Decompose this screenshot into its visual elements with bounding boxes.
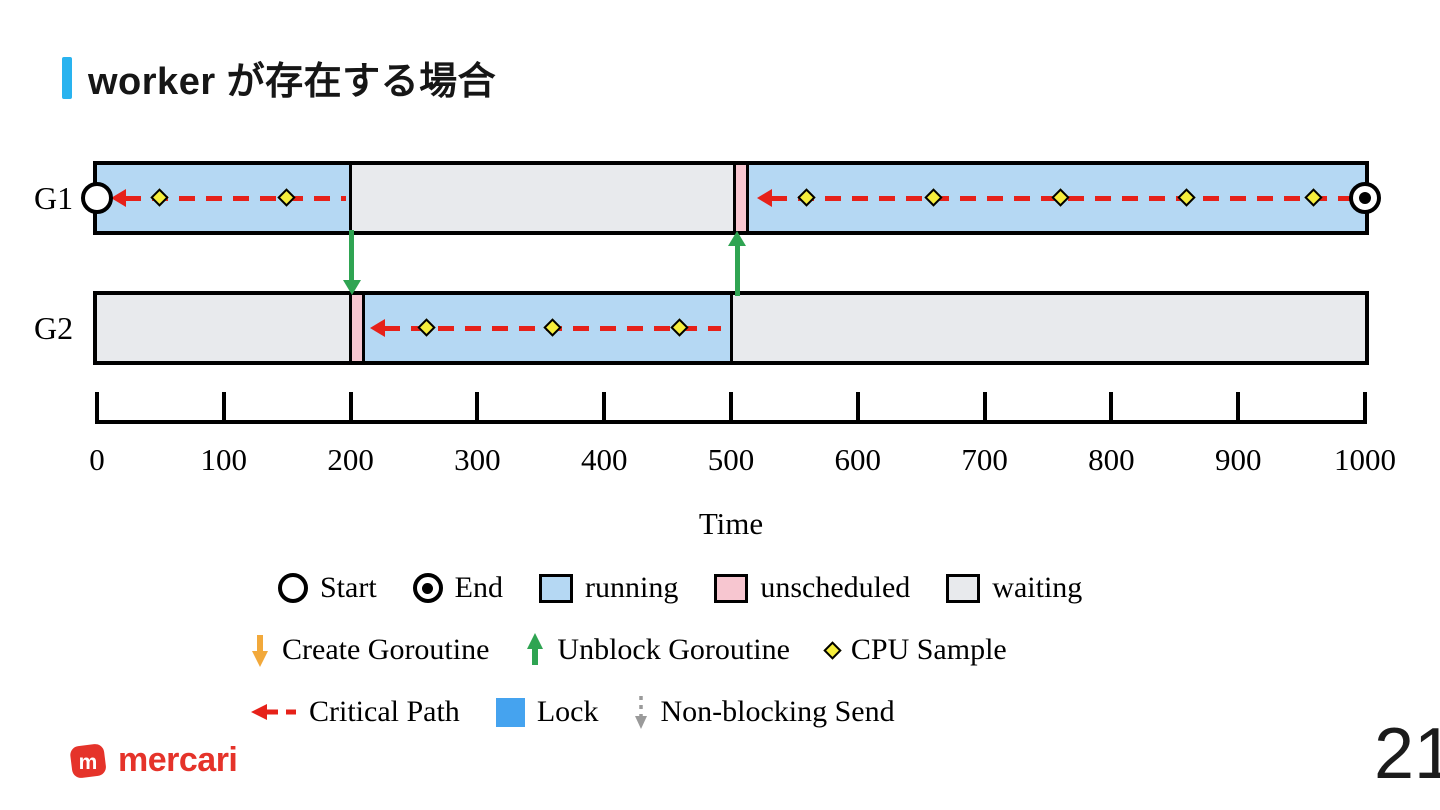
- legend-label: Unblock Goroutine: [557, 633, 790, 666]
- legend-label: waiting: [992, 571, 1083, 604]
- legend-label: Create Goroutine: [282, 633, 490, 666]
- x-tick-label: 200: [327, 442, 374, 477]
- x-axis-tick: [602, 392, 607, 420]
- legend-label: Critical Path: [309, 695, 460, 728]
- running-swatch-icon: [539, 573, 573, 603]
- x-axis-tick: [475, 392, 480, 420]
- legend-label: Non-blocking Send: [660, 695, 895, 728]
- segment-boundary: [349, 165, 353, 231]
- end-marker: [1349, 182, 1381, 214]
- critical-path-arrow-icon: [250, 703, 297, 721]
- legend-item-running: running: [539, 571, 678, 605]
- title-accent-bar: [62, 56, 72, 99]
- segment-boundary: [733, 165, 737, 231]
- row-label-g2: G2: [34, 310, 74, 346]
- unscheduled-swatch-icon: [714, 573, 749, 603]
- start-marker: [81, 182, 113, 214]
- mercari-logo: m mercari: [68, 740, 238, 780]
- x-tick-label: 600: [834, 442, 882, 477]
- create-goroutine-arrow-shaft: [349, 230, 355, 281]
- goroutine-timeline-chart: G1 G2 0 100 200 300 400 500 600 700 800 900 1000 Time: [34, 161, 1396, 541]
- x-tick-label: 800: [1088, 442, 1135, 477]
- legend-item-non-blocking-send: Non-blocking Send: [634, 695, 895, 730]
- legend-item-create-goroutine: Create Goroutine: [250, 632, 489, 668]
- x-axis-tick: [1236, 392, 1241, 420]
- x-axis-tick: [855, 392, 860, 420]
- critical-path-arrowhead: [369, 319, 385, 337]
- end-icon: [412, 573, 443, 603]
- segment-unscheduled: [350, 295, 364, 361]
- slide-header: worker が存在する場合: [62, 50, 496, 105]
- legend-label: Start: [320, 571, 377, 604]
- cpu-sample-icon: [823, 640, 842, 660]
- page-number: 21: [1374, 714, 1440, 794]
- legend-item-unblock-goroutine: Unblock Goroutine: [525, 632, 790, 668]
- lock-swatch-icon: [495, 697, 525, 727]
- x-tick-label: 700: [961, 442, 1008, 477]
- legend-label: Lock: [536, 695, 599, 728]
- end-marker-dot: [1359, 192, 1371, 204]
- critical-path-arrowhead: [756, 189, 772, 207]
- x-tick-label: 300: [454, 442, 501, 477]
- row-label-g1: G1: [34, 180, 74, 216]
- legend-item-unscheduled: unscheduled: [714, 571, 910, 605]
- waiting-swatch-icon: [946, 573, 981, 603]
- x-axis-line: [95, 420, 1367, 424]
- x-axis-tick: [729, 392, 733, 420]
- create-goroutine-arrow-icon: [250, 632, 270, 668]
- legend-item-cpu-sample: CPU Sample: [823, 633, 1007, 667]
- x-axis-tick: [95, 392, 99, 420]
- segment-waiting: [350, 165, 735, 231]
- mercari-logo-icon: m: [70, 744, 106, 778]
- legend-row: Start End running unscheduled waiting: [278, 566, 1082, 610]
- create-goroutine-arrowhead: [342, 280, 361, 295]
- legend-label: CPU Sample: [850, 633, 1007, 666]
- non-blocking-send-arrow-icon: [634, 695, 648, 730]
- x-tick-label: 0: [89, 442, 105, 477]
- segment-waiting: [731, 295, 1365, 361]
- legend-item-waiting: waiting: [946, 571, 1082, 605]
- segment-boundary: [361, 295, 365, 361]
- x-axis-tick: [348, 392, 353, 420]
- critical-path-line: [125, 195, 346, 201]
- x-tick-label: 900: [1214, 442, 1262, 477]
- legend-label: running: [585, 571, 679, 604]
- segment-unscheduled: [734, 165, 748, 231]
- legend-row: Critical Path Lock Non-blocking Send: [250, 690, 1082, 734]
- unblock-goroutine-arrow-shaft: [734, 245, 740, 296]
- end-icon-dot: [422, 582, 434, 594]
- row-border: [93, 291, 1369, 365]
- legend-item-critical-path: Critical Path: [250, 695, 460, 729]
- svg-text:m: m: [79, 751, 98, 774]
- segment-boundary: [745, 165, 749, 231]
- x-tick-label: 400: [580, 442, 628, 477]
- unblock-goroutine-arrow-icon: [525, 632, 545, 668]
- unblock-goroutine-arrowhead: [728, 231, 747, 246]
- segment-boundary: [729, 295, 733, 361]
- critical-path-arrowhead: [111, 189, 127, 207]
- legend-row: Create Goroutine Unblock Goroutine CPU Sam…: [250, 628, 1082, 672]
- legend-label: End: [454, 571, 503, 604]
- start-icon: [278, 573, 308, 603]
- x-axis-tick: [221, 392, 226, 420]
- segment-boundary: [349, 295, 353, 361]
- segment-waiting: [97, 295, 351, 361]
- legend-item-start: Start: [278, 571, 377, 605]
- x-axis-tick: [1109, 392, 1114, 420]
- x-axis-tick: [982, 392, 987, 420]
- legend-item-lock: Lock: [495, 695, 599, 729]
- page-title: worker が存在する場合: [88, 61, 497, 103]
- x-axis-tick: [1363, 392, 1367, 420]
- x-axis-title: Time: [698, 506, 764, 541]
- x-tick-label: 500: [707, 442, 755, 477]
- chart-legend: Start End running unscheduled waiting Create …: [250, 566, 1082, 734]
- mercari-wordmark: mercari: [118, 740, 238, 779]
- legend-item-end: End: [412, 571, 503, 605]
- x-tick-label: 100: [200, 442, 248, 477]
- x-tick-label: 1000: [1334, 442, 1396, 477]
- legend-label: unscheduled: [760, 571, 911, 604]
